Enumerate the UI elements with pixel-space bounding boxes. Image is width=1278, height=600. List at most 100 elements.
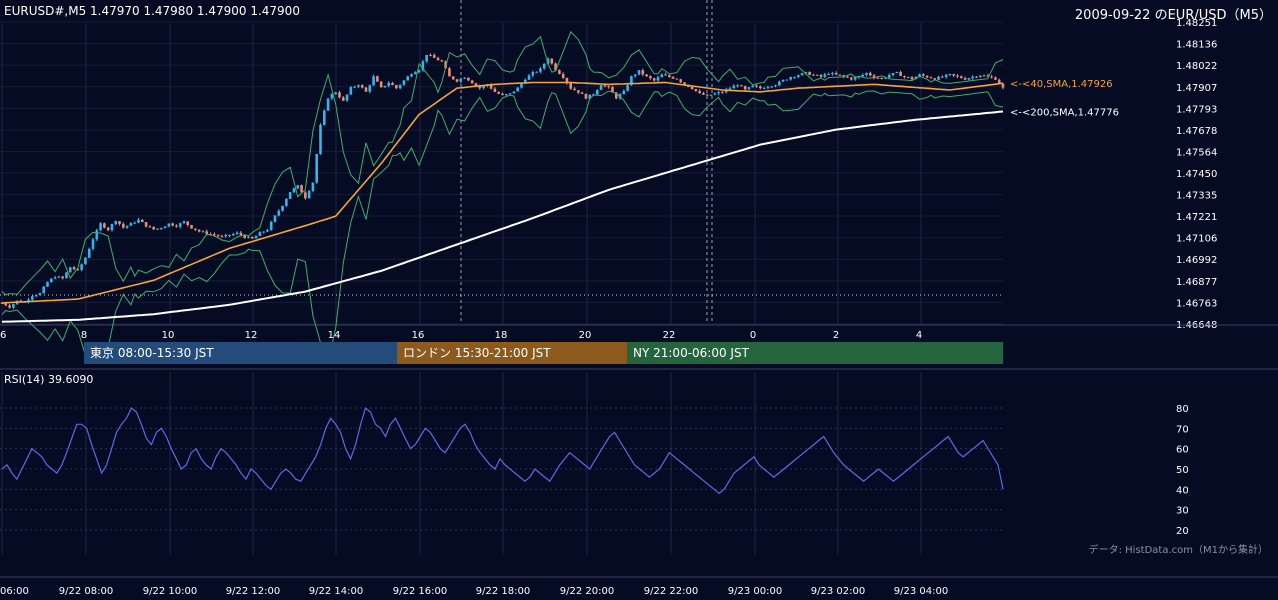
candle-up (159, 228, 163, 230)
candle-down (391, 82, 394, 86)
price-tick-label: 1.46992 (1176, 255, 1217, 266)
candle-up (322, 110, 326, 125)
candle-up (406, 76, 410, 81)
candle-up (125, 225, 129, 228)
candle-down (671, 76, 675, 79)
price-tick-label: 1.47335 (1176, 191, 1217, 202)
candle-down (986, 75, 990, 77)
candle-up (410, 74, 413, 77)
candle-up (770, 86, 774, 88)
candle-down (61, 276, 64, 279)
candle-down (103, 223, 106, 228)
candle-down (759, 86, 762, 89)
candle-up (156, 228, 159, 230)
candle-up (713, 93, 717, 95)
candle-up (46, 282, 49, 287)
candle-up (311, 182, 315, 191)
candle-down (213, 234, 216, 236)
candle-up (319, 124, 322, 155)
candle-up (326, 98, 330, 111)
candle-down (876, 77, 880, 79)
candle-up (330, 94, 334, 99)
candle-up (201, 231, 205, 233)
candle-down (702, 93, 705, 95)
candle-down (808, 71, 811, 75)
bollinger-upper (1, 30, 1004, 296)
rsi-line (1, 406, 1004, 495)
hour-tick-label: 16 (412, 330, 425, 341)
candle-down (106, 227, 110, 231)
candle-up (804, 71, 808, 74)
sma200-line (1, 110, 1004, 323)
data-source-note: データ: HistData.com（M1から集計） (1088, 545, 1268, 556)
candle-up (918, 74, 921, 77)
candle-down (997, 79, 1001, 84)
candle-down (956, 75, 959, 77)
candle-down (645, 74, 648, 77)
candle-down (941, 76, 944, 78)
candle-up (523, 79, 527, 84)
candle-up (178, 223, 182, 227)
candle-up (99, 223, 102, 231)
candle-down (690, 86, 694, 90)
candle-down (906, 76, 910, 78)
candle-down (910, 77, 914, 80)
candle-down (144, 222, 148, 227)
candle-up (937, 76, 940, 80)
candle-up (231, 234, 235, 236)
candle-up (504, 94, 508, 96)
candle-up (353, 86, 356, 88)
candle-up (258, 232, 262, 236)
candle-down (868, 72, 872, 76)
candle-down (709, 94, 713, 96)
candle-up (65, 272, 68, 279)
price-tick-label: 1.48136 (1176, 40, 1217, 51)
candle-up (87, 248, 91, 258)
sma40-line (1, 81, 1004, 304)
hour-tick-label: 0 (750, 330, 756, 341)
price-tick-label: 1.47106 (1176, 234, 1217, 245)
candle-down (922, 74, 925, 76)
hour-tick-label: 2 (833, 330, 839, 341)
time-axis-label: 06:00 (0, 586, 29, 597)
candle-up (588, 94, 592, 99)
candle-down (603, 85, 607, 87)
rsi-tick-label: 60 (1176, 445, 1189, 456)
candle-up (110, 224, 114, 231)
price-tick-label: 1.46763 (1176, 298, 1217, 309)
candle-up (751, 85, 755, 88)
candle-up (660, 74, 664, 78)
candle-up (967, 78, 971, 80)
candle-down (850, 77, 853, 80)
candle-up (622, 90, 626, 95)
rsi-tick-label: 80 (1176, 404, 1189, 415)
candle-up (95, 230, 99, 240)
candle-up (80, 264, 83, 270)
candle-down (243, 235, 246, 238)
candle-down (197, 229, 201, 232)
candle-up (273, 215, 277, 222)
chart-title: 2009-09-22 のEUR/USD（M5） (1074, 8, 1272, 23)
candle-up (542, 63, 546, 69)
candle-up (182, 221, 186, 224)
candle-up (599, 85, 603, 90)
sma200-label: <-<200,SMA,1.47776 (1010, 107, 1119, 118)
candle-down (360, 85, 364, 88)
hour-tick-label: 8 (81, 330, 87, 341)
candle-up (793, 77, 796, 79)
rsi-label: RSI(14) 39.6090 (4, 373, 94, 386)
candle-down (550, 58, 554, 64)
candle-down (668, 75, 671, 77)
candle-down (432, 54, 436, 58)
candle-up (546, 58, 550, 64)
candle-up (774, 85, 777, 87)
candle-up (948, 73, 952, 75)
candle-down (364, 87, 368, 92)
candle-up (285, 198, 288, 206)
candle-up (307, 190, 311, 199)
candle-down (679, 79, 683, 83)
candle-up (266, 230, 269, 232)
candle-up (766, 87, 770, 89)
candle-up (736, 85, 739, 87)
candle-down (470, 80, 474, 84)
